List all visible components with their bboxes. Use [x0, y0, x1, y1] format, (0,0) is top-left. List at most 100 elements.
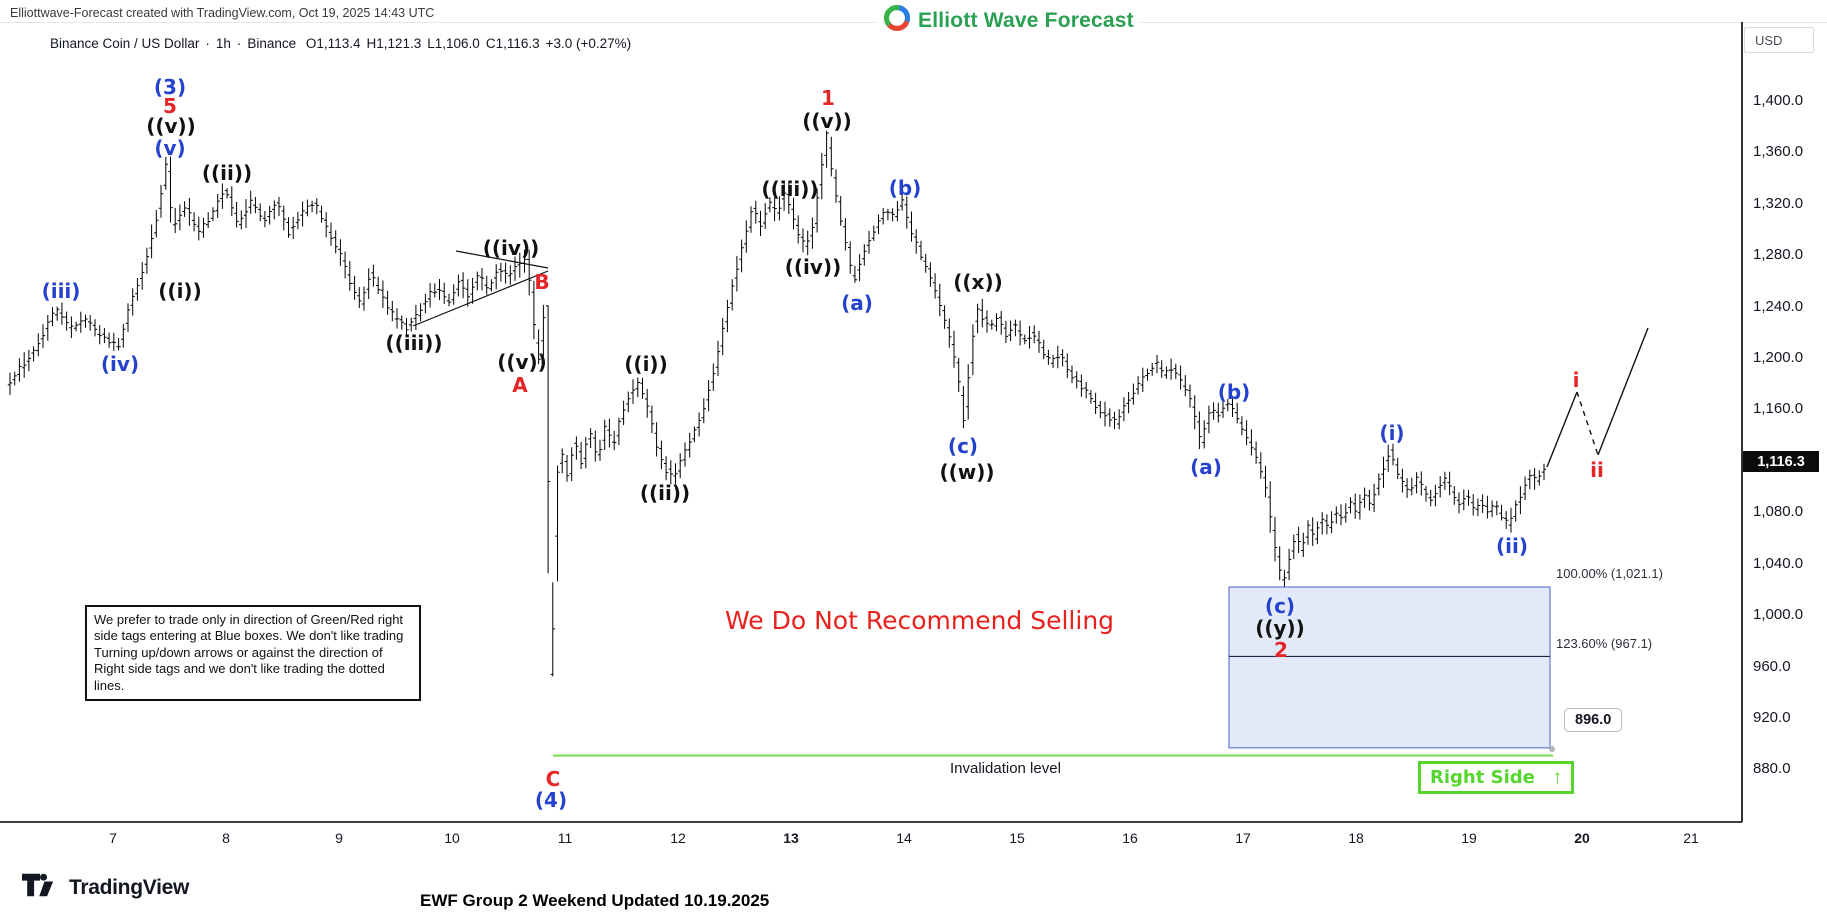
wave-label: (iii): [41, 279, 81, 303]
wave-label: 5: [163, 94, 177, 118]
wave-label: A: [512, 373, 528, 397]
wave-label: (b): [1217, 380, 1251, 404]
projection-dashed-line: [1576, 391, 1599, 456]
legend-interval: 1h: [215, 36, 231, 51]
fib-level-123-label: 123.60% (967.1): [1556, 636, 1653, 651]
wave-label: (c): [1264, 594, 1296, 618]
time-tick: 14: [896, 830, 912, 846]
ohlc-bars: [7, 130, 1547, 677]
price-tick: 1,360.0: [1753, 143, 1804, 161]
wave-label: 1: [821, 86, 835, 110]
symbol-legend[interactable]: Binance Coin / US Dollar · 1h · Binance O1,1…: [50, 36, 637, 51]
right-side-label: Right Side: [1430, 767, 1535, 788]
wave-label: 2: [1274, 638, 1288, 662]
wave-label: ((ii)): [639, 481, 691, 505]
wave-label: (i): [1379, 421, 1405, 445]
trading-note-box: We prefer to trade only in direction of …: [85, 605, 421, 701]
legend-close: C1,116.3: [485, 36, 540, 51]
tradingview-icon: [22, 872, 60, 903]
price-tick: 1,160.0: [1753, 400, 1804, 418]
watermark-text: Elliottwave-Forecast created with Tradin…: [10, 6, 435, 20]
wave-label: (4): [534, 788, 568, 812]
wave-label: (3): [153, 75, 187, 99]
last-price-box: 1,116.3: [1743, 451, 1819, 472]
invalidation-level-label: Invalidation level: [950, 760, 1061, 777]
time-tick: 15: [1009, 830, 1025, 846]
currency-chip[interactable]: USD: [1744, 27, 1814, 53]
wave-label: ((y)): [1255, 616, 1305, 640]
wave-label: ((iv)): [784, 255, 842, 279]
tradingview-logo[interactable]: TradingView: [22, 872, 189, 903]
legend-exchange: Binance: [247, 36, 297, 51]
wave-label: (c): [947, 434, 979, 458]
time-tick: 10: [444, 830, 460, 846]
wave-label: ((i)): [158, 279, 202, 303]
wave-label: ((v)): [497, 350, 547, 374]
legend-symbol: Binance Coin / US Dollar: [50, 36, 200, 51]
up-arrow-icon: ↑: [1552, 766, 1563, 788]
price-tick: 960.0: [1753, 657, 1791, 675]
price-tick: 1,040.0: [1753, 554, 1804, 572]
fib-level-100-label: 100.00% (1,021.1): [1556, 566, 1663, 581]
price-tick: 880.0: [1753, 760, 1791, 778]
trendline: [455, 250, 549, 269]
time-tick: 21: [1683, 830, 1699, 846]
legend-change: +3.0 (+0.27%): [545, 36, 632, 51]
time-tick: 18: [1348, 830, 1364, 846]
wave-label: ((v)): [802, 109, 852, 133]
brand-logo: Elliott Wave Forecast: [876, 3, 1140, 38]
trendline: [412, 270, 549, 327]
time-tick: 19: [1461, 830, 1477, 846]
price-tick: 1,200.0: [1753, 349, 1804, 367]
time-tick: 17: [1235, 830, 1251, 846]
price-tick: 1,240.0: [1753, 297, 1804, 315]
price-tick: 1,320.0: [1753, 194, 1804, 212]
wave-label: (iv): [100, 352, 140, 376]
wave-label: ((x)): [953, 270, 1003, 294]
price-tick: 1,080.0: [1753, 503, 1804, 521]
price-callout-dot: [1549, 746, 1555, 752]
legend-open: O1,113.4: [305, 36, 361, 51]
wave-label: ((i)): [624, 352, 668, 376]
tradingview-wordmark: TradingView: [69, 875, 190, 899]
time-tick: 11: [557, 830, 573, 846]
wave-label: ((v)): [146, 114, 196, 138]
price-tick: 1,400.0: [1753, 92, 1804, 109]
wave-label: ((iii)): [385, 331, 443, 355]
wave-label: ((ii)): [201, 161, 253, 185]
price-tick: 1,000.0: [1753, 606, 1804, 624]
wave-label: (v): [154, 136, 186, 160]
time-tick: 7: [109, 830, 117, 846]
brand-swirl-icon: [882, 3, 912, 38]
legend-sep: ·: [236, 36, 242, 51]
projection-line: [1597, 327, 1649, 456]
time-tick: 16: [1122, 830, 1138, 846]
price-tick: 1,280.0: [1753, 246, 1804, 264]
wave-label: C: [545, 767, 561, 791]
legend-high: H1,121.3: [366, 36, 422, 51]
projection-line: [1546, 391, 1578, 468]
wave-label: i: [1572, 368, 1580, 392]
wave-label: B: [534, 270, 550, 294]
wave-label: (a): [1190, 455, 1222, 479]
legend-low: L1,106.0: [427, 36, 480, 51]
wave-label: ii: [1590, 458, 1604, 482]
time-tick: 13: [783, 830, 799, 846]
brand-title: Elliott Wave Forecast: [918, 8, 1134, 32]
legend-sep: ·: [205, 36, 210, 51]
wave-label: ((iv)): [482, 236, 540, 260]
time-tick: 20: [1574, 830, 1590, 846]
time-tick: 9: [335, 830, 343, 846]
wave-label: ((iii)): [761, 177, 819, 201]
wave-label: (ii): [1496, 534, 1528, 558]
time-tick: 8: [222, 830, 230, 846]
price-callout-896: 896.0: [1564, 708, 1623, 732]
price-tick: 920.0: [1753, 708, 1791, 726]
wave-label: (b): [888, 176, 922, 200]
wave-label: (a): [841, 291, 873, 315]
wave-label: ((w)): [939, 460, 995, 484]
right-side-tag: Right Side ↑: [1418, 761, 1574, 794]
warning-text: We Do Not Recommend Selling: [725, 606, 1115, 635]
